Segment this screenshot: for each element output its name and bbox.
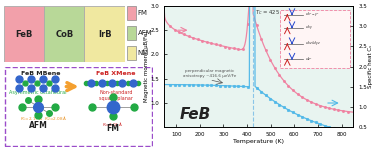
Bar [280,10,350,68]
Text: $d_{z^2}$: $d_{z^2}$ [305,56,313,63]
Bar [127,46,136,60]
Text: FeB XMene: FeB XMene [96,71,135,76]
Bar [127,26,136,40]
Text: $d_{xz}/d_{yz}$: $d_{xz}/d_{yz}$ [305,39,321,48]
Bar [127,6,136,20]
Text: FM: FM [106,124,119,133]
Bar [84,6,125,62]
Bar [4,6,44,62]
Text: $T_C$ = 425 K←: $T_C$ = 425 K← [256,8,290,17]
Text: IrB: IrB [98,30,112,38]
Text: Asymmetric octahedral: Asymmetric octahedral [9,90,67,95]
Text: FeB: FeB [180,107,211,122]
Text: FeB: FeB [15,30,33,38]
Text: $R$=2.02 Å: $R$=2.02 Å [102,120,124,128]
Text: $R_1$=2.17 Å  $R_2$=2.08 Å: $R_1$=2.17 Å $R_2$=2.08 Å [20,115,68,123]
Y-axis label: Magnetic moment (μB/Fe): Magnetic moment (μB/Fe) [144,31,149,102]
Bar [44,6,84,62]
Text: perpendicular magnetic
anisotropy ~416.6 μeV/Fe: perpendicular magnetic anisotropy ~416.6… [183,69,236,78]
Text: $d_{xy}$: $d_{xy}$ [305,23,313,32]
Text: FeB MBene: FeB MBene [22,71,61,76]
Text: NM: NM [138,50,149,56]
Text: FM: FM [138,10,148,16]
Text: Non-standard
square planar: Non-standard square planar [99,90,133,101]
Text: AFM: AFM [29,121,48,130]
Text: $d_{x^2-y^2}$: $d_{x^2-y^2}$ [305,10,320,19]
Y-axis label: Specific heat Cᵥ: Specific heat Cᵥ [369,45,373,88]
Text: CoB: CoB [55,30,73,38]
Text: AFM: AFM [138,30,153,36]
X-axis label: Temperature (K): Temperature (K) [234,139,284,144]
